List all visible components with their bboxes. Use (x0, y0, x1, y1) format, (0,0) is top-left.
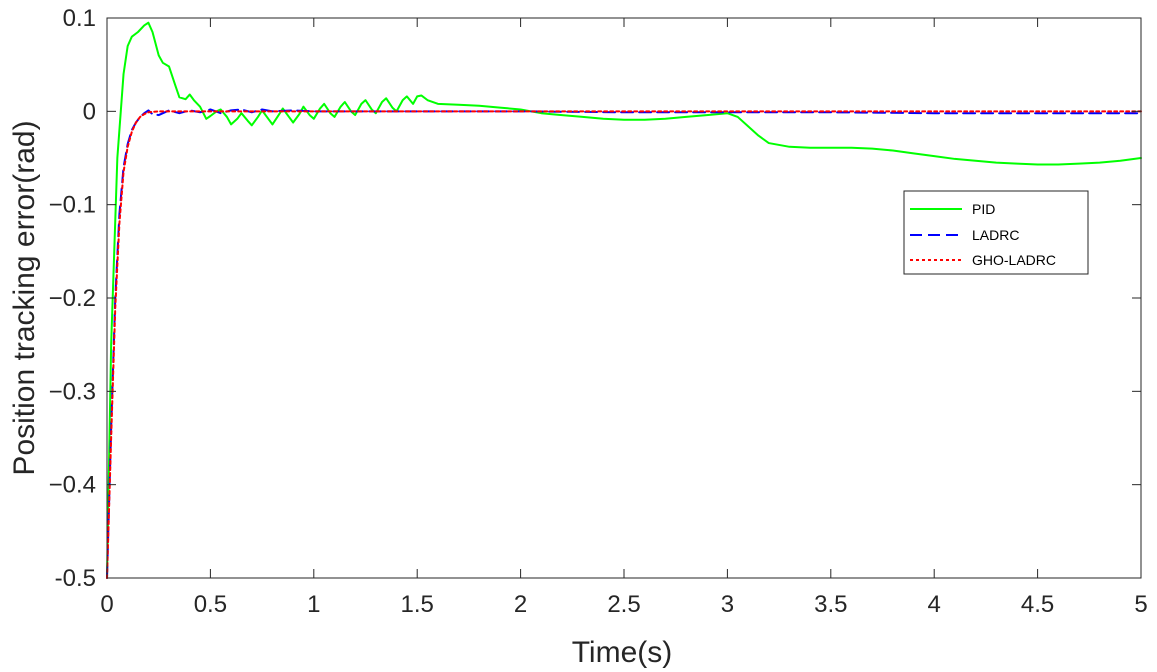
x-tick-label: 3.5 (814, 591, 847, 618)
x-axis-title: Time(s) (572, 636, 673, 669)
x-tick-label: 1 (307, 591, 320, 618)
y-tick-label: -0.5 (55, 565, 96, 592)
series-line-gho-ladrc (106, 110, 1142, 579)
y-axis-title: Position tracking error(rad) (8, 120, 41, 475)
y-tick-label: −0.2 (49, 285, 96, 312)
x-tick-label: 2 (514, 591, 527, 618)
y-tick-label: −0.4 (49, 472, 96, 499)
y-tick-label: 0.1 (63, 5, 96, 32)
series-layer (106, 21, 1142, 579)
legend-label-gho-ladrc: GHO-LADRC (972, 252, 1056, 268)
x-tick-label: 4 (928, 591, 941, 618)
x-tick-label: 2.5 (607, 591, 640, 618)
plot-area (107, 18, 1141, 578)
legend-label-ladrc: LADRC (972, 227, 1019, 243)
x-tick-label: 1.5 (401, 591, 434, 618)
x-tick-label: 3 (721, 591, 734, 618)
tick-layer: 0 0.5 1 1.5 2 2.5 3 3.5 4 4.5 5 0.1 0 −0.1 −0.2 −0.3 −0.… (49, 5, 1148, 618)
x-tick-label: 0.5 (194, 591, 227, 618)
x-tick-label: 0 (100, 591, 113, 618)
legend: PID LADRC GHO-LADRC (903, 190, 1089, 275)
y-tick-label: −0.1 (49, 192, 96, 219)
x-tick-label: 4.5 (1021, 591, 1054, 618)
x-tick-label: 5 (1134, 591, 1147, 618)
series-line-pid (106, 21, 1142, 579)
legend-label-pid: PID (972, 201, 995, 217)
y-tick-label: 0 (83, 98, 96, 125)
y-tick-label: −0.3 (49, 378, 96, 405)
